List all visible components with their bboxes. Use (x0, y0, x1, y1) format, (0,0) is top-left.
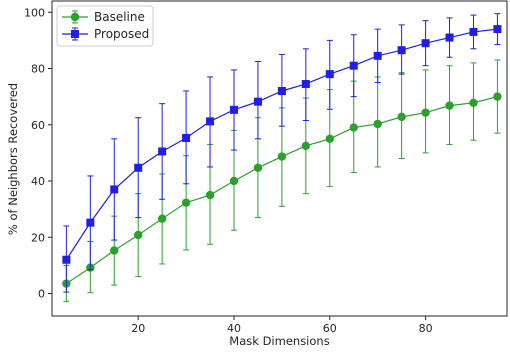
y-tick-label: 60 (31, 119, 45, 132)
y-tick-label: 20 (31, 231, 45, 244)
data-point (253, 97, 262, 106)
data-point (325, 134, 334, 144)
data-point (445, 101, 454, 110)
data-point (493, 92, 502, 101)
data-point (469, 98, 478, 108)
data-point (421, 108, 430, 117)
data-point (421, 39, 430, 48)
data-point (157, 214, 167, 223)
y-axis-label: % of Neighbors Recovered (6, 83, 20, 235)
data-point (397, 46, 406, 55)
data-point (301, 79, 310, 88)
data-point (277, 152, 287, 161)
x-axis-label: Mask Dimensions (229, 334, 329, 348)
x-tick-label: 20 (131, 322, 145, 335)
legend-marker (71, 30, 79, 38)
x-tick-label: 80 (419, 322, 433, 335)
data-point (181, 198, 191, 207)
legend: Baseline Proposed (56, 5, 154, 47)
legend-label-baseline: Baseline (94, 10, 145, 24)
data-point (110, 185, 119, 194)
data-point (301, 141, 311, 151)
data-point (397, 112, 406, 122)
y-tick-label: 100 (24, 6, 45, 19)
series-layer (62, 13, 502, 302)
data-point (134, 230, 143, 240)
data-point (158, 147, 167, 156)
series-proposed (62, 13, 502, 293)
data-point (325, 70, 334, 79)
data-point (205, 190, 215, 200)
legend-box (56, 5, 154, 47)
data-point (253, 163, 263, 172)
data-point (62, 255, 71, 264)
data-point (373, 119, 382, 129)
data-point (349, 61, 358, 70)
x-tick-label: 60 (323, 322, 337, 335)
y-tick-label: 80 (31, 63, 45, 76)
data-point (469, 27, 478, 36)
x-axis-ticks: 20 40 60 80 (131, 316, 433, 335)
y-tick-label: 40 (31, 175, 45, 188)
y-axis-ticks: 0 20 40 60 80 100 (24, 6, 52, 301)
y-tick-label: 0 (38, 288, 45, 301)
legend-marker (70, 12, 80, 22)
data-point (206, 117, 215, 126)
data-point (445, 33, 454, 42)
legend-label-proposed: Proposed (94, 27, 149, 41)
data-point (86, 218, 95, 227)
data-point (134, 163, 143, 172)
data-point (229, 176, 239, 186)
data-point (493, 25, 502, 34)
x-tick-label: 40 (227, 322, 241, 335)
plot-frame (51, 0, 508, 317)
data-point (182, 133, 191, 142)
data-point (230, 105, 238, 114)
legend-entries (62, 10, 88, 41)
data-point (110, 246, 119, 255)
data-point (277, 87, 286, 95)
data-point (373, 51, 382, 60)
data-point (349, 123, 358, 132)
